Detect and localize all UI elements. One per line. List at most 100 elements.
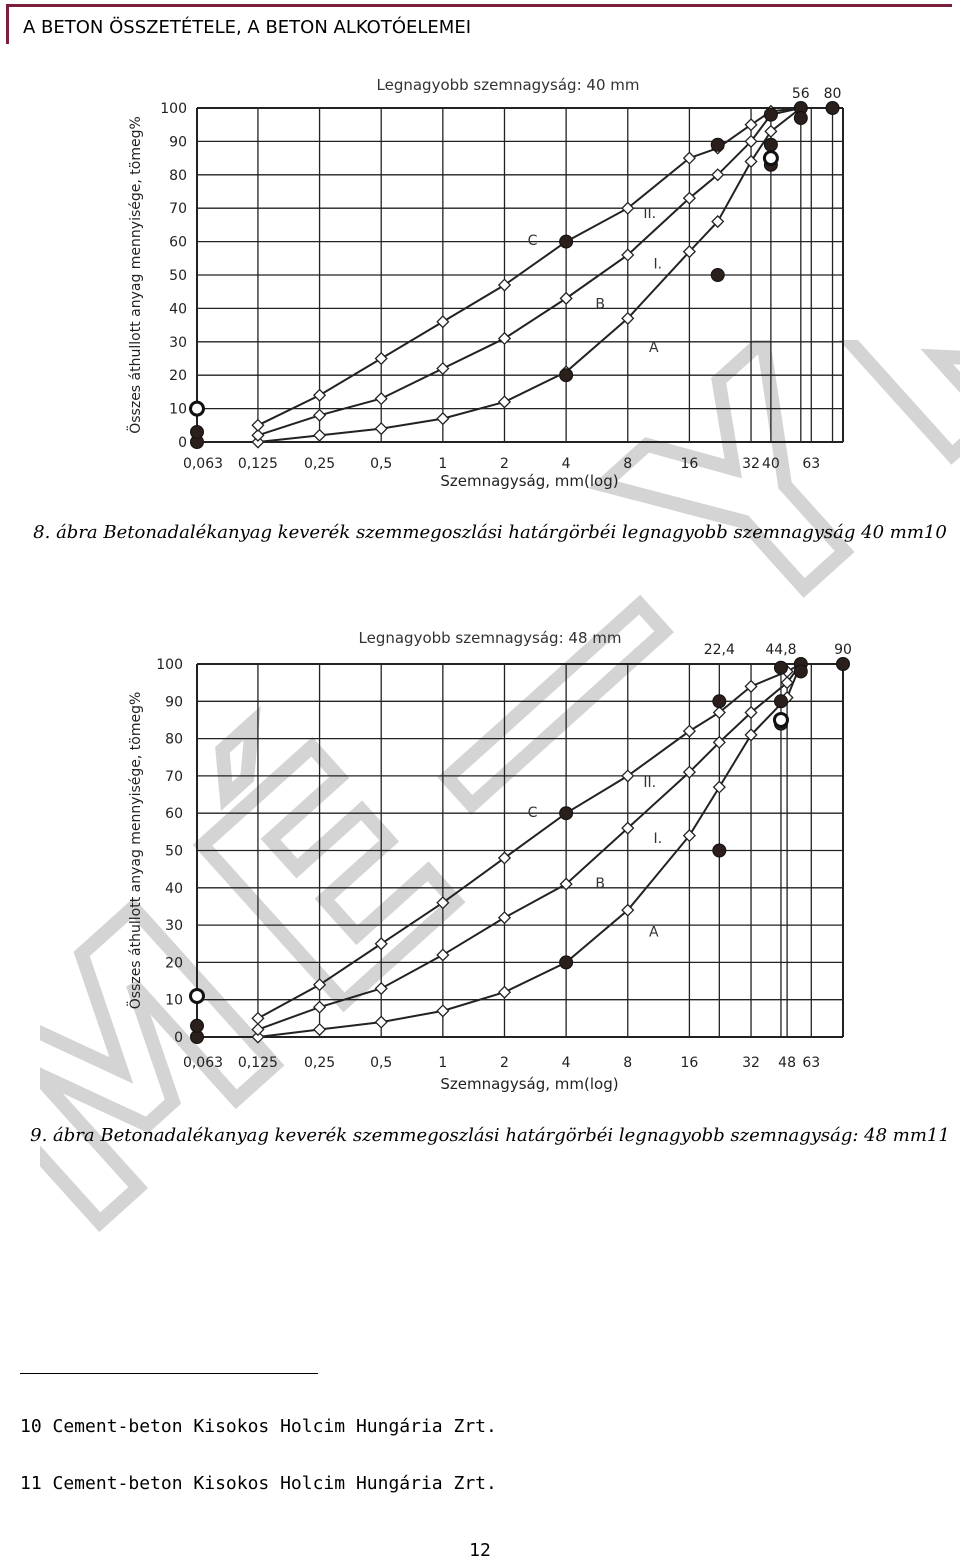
- series-point-A: [497, 985, 512, 999]
- series-point-A: [764, 124, 778, 138]
- curve-label: A: [649, 924, 659, 940]
- x-axis-label: Szemnagyság, mm(log): [440, 1075, 618, 1093]
- x-tick-label: 63: [802, 1055, 820, 1071]
- x-tick-label: 0,5: [370, 1055, 392, 1071]
- series-point-C: [374, 937, 388, 951]
- series-point-C: [682, 151, 696, 165]
- series-point-A: [312, 1022, 327, 1037]
- y-tick-label: 20: [165, 955, 183, 971]
- limit-point-filled: [710, 268, 725, 282]
- y-tick-label: 60: [169, 235, 187, 251]
- limit-point-filled: [763, 137, 778, 152]
- series-point-B: [251, 1022, 265, 1037]
- series-line-B: [257, 107, 802, 437]
- series-point-B: [559, 291, 573, 305]
- figure-8-caption: 8. ábra Betonadalékanyag keverék szemmeg…: [33, 522, 947, 543]
- x-tick-label: 48: [778, 1055, 796, 1071]
- y-tick-label: 0: [174, 1030, 183, 1046]
- series-point-C: [712, 705, 726, 720]
- series-point-C: [682, 724, 696, 738]
- chart-figure-9: Legnagyobb szemnagyság: 48 mm 0 10 20 30 40 50…: [126, 629, 852, 1093]
- series-point-B: [374, 392, 388, 406]
- series-point-B: [744, 705, 758, 720]
- x-tick-label: 0,5: [370, 456, 392, 472]
- series-point-A: [374, 422, 388, 436]
- series-point-C: [497, 278, 512, 292]
- series-line-C: [257, 663, 802, 1020]
- y-tick-label: 60: [165, 806, 183, 822]
- series-line-B: [257, 663, 802, 1031]
- curve-label: C: [528, 805, 538, 821]
- series-point-B: [312, 408, 327, 422]
- series-point-A: [251, 1030, 265, 1044]
- series-point-C: [251, 1011, 265, 1025]
- curve-label: I.: [653, 831, 662, 847]
- series-point-B: [374, 981, 388, 996]
- limit-point-filled: [559, 955, 574, 970]
- limit-point-filled: [712, 694, 727, 709]
- x-tick-label: 40: [762, 456, 780, 472]
- y-tick-label: 70: [169, 201, 187, 217]
- limit-point-open: [772, 711, 789, 728]
- x-tick-label: 0,125: [238, 1055, 278, 1071]
- x-tick-label: 32: [742, 1055, 760, 1071]
- series-point-B: [251, 428, 265, 442]
- series-point-B: [712, 735, 726, 749]
- y-tick-label: 30: [165, 918, 183, 934]
- limit-point-filled: [710, 137, 725, 152]
- series-point-C: [312, 388, 327, 402]
- series-point-A: [682, 245, 696, 259]
- y-tick-label: 40: [169, 301, 187, 317]
- limit-point-filled: [559, 234, 574, 249]
- y-tick-label: 90: [165, 694, 183, 710]
- y-tick-label: 80: [169, 168, 187, 184]
- x-tick-label: 0,25: [304, 1055, 335, 1071]
- series-point-B: [312, 1000, 327, 1014]
- y-tick-label: 10: [169, 402, 187, 418]
- header-title: A BETON ÖSSZETÉTELE, A BETON ALKOTÓELEME…: [23, 17, 471, 38]
- x-tick-label: 16: [680, 1055, 698, 1071]
- x-tick-label: 1: [438, 456, 447, 472]
- curve-label: A: [649, 340, 659, 356]
- y-tick-label: 80: [165, 732, 183, 748]
- y-axis-label: Összes áthullott anyag mennyisége, tömeg…: [126, 692, 144, 1010]
- y-tick-label: 100: [160, 101, 187, 117]
- series-point-C: [744, 118, 758, 132]
- limit-point-filled: [712, 843, 727, 858]
- figure-9-caption: 9. ábra Betonadalékanyag keverék szemmeg…: [30, 1125, 950, 1146]
- page-number: 12: [469, 1540, 491, 1561]
- y-tick-label: 50: [169, 268, 187, 284]
- series-point-C: [251, 418, 265, 432]
- y-axis-label: Összes áthullott anyag mennyisége, tömeg…: [126, 116, 144, 434]
- limit-point-filled: [825, 101, 840, 115]
- series-line-C: [257, 107, 801, 427]
- limit-point-filled: [836, 657, 850, 671]
- series-point-B: [682, 191, 696, 205]
- footnote-11: 11 Cement-beton Kisokos Holcim Hungária …: [20, 1473, 497, 1494]
- top-tick-label: 56: [792, 86, 810, 102]
- x-tick-label: 1: [438, 1055, 447, 1071]
- series-point-C: [436, 315, 450, 329]
- y-tick-label: 70: [165, 769, 183, 785]
- series-point-B: [559, 877, 573, 891]
- y-tick-label: 0: [178, 435, 187, 451]
- series-point-B: [780, 676, 794, 690]
- series-point-B: [436, 361, 450, 376]
- series-point-A: [712, 780, 726, 794]
- x-tick-label: 2: [500, 1055, 509, 1071]
- limit-point-filled: [559, 806, 574, 821]
- series-point-C: [744, 679, 758, 693]
- y-tick-label: 40: [165, 881, 183, 897]
- series-point-B: [682, 765, 696, 779]
- series-point-C: [436, 896, 450, 910]
- x-tick-label: 0,063: [183, 456, 223, 472]
- limit-point-filled: [793, 664, 808, 679]
- x-tick-label: 16: [680, 456, 698, 472]
- limit-point-open: [189, 987, 205, 1004]
- footnote-separator: [20, 1373, 318, 1374]
- series-point-C: [374, 351, 388, 366]
- limit-point-filled: [559, 368, 574, 383]
- footnote-10: 10 Cement-beton Kisokos Holcim Hungária …: [20, 1416, 497, 1437]
- series-point-A: [621, 311, 635, 325]
- x-tick-label: 4: [562, 1055, 571, 1071]
